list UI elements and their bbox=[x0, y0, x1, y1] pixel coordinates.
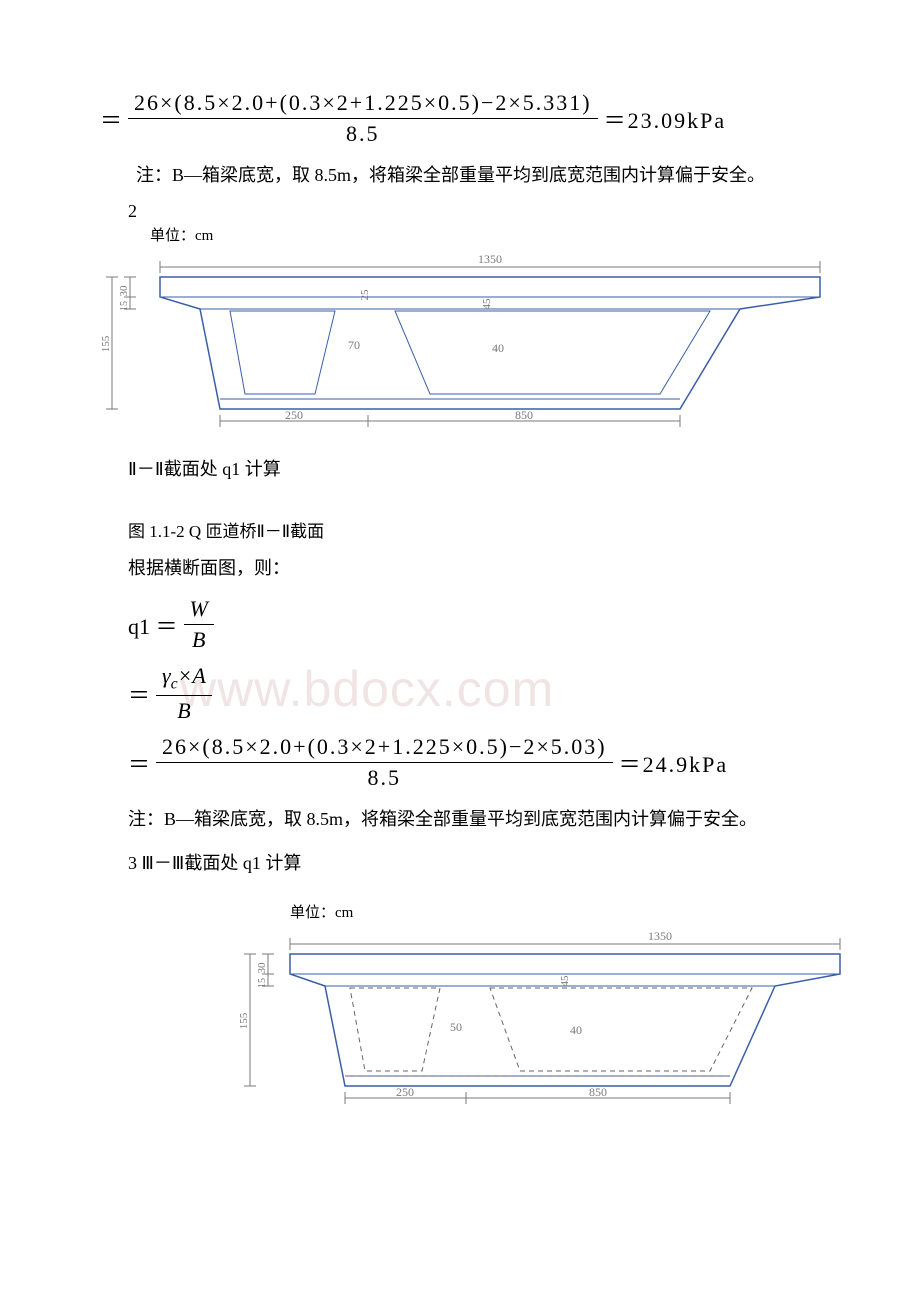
dim-h-upper2: 15 bbox=[119, 301, 130, 311]
derivation-intro: 根据横断面图，则： bbox=[128, 550, 820, 586]
eq-result: ＝23.09kPa bbox=[604, 103, 727, 135]
diagram-1: 1350 30 15 155 25 45 70 40 bbox=[100, 249, 840, 429]
den-b2: B bbox=[171, 696, 196, 724]
dim2-right-cell: 850 bbox=[589, 1085, 607, 1099]
equation-2: ＝ 26×(8.5×2.0+(0.3×2+1.225×0.5)−2×5.03) … bbox=[128, 734, 820, 791]
numerator: 26×(8.5×2.0+(0.3×2+1.225×0.5)−2×5.331) bbox=[128, 90, 598, 119]
dim-top-width: 1350 bbox=[478, 252, 502, 266]
dim-left-cell: 250 bbox=[285, 408, 303, 422]
equation-q1-def: q1 ＝ W B bbox=[128, 596, 820, 653]
dim-flange: 25 bbox=[359, 289, 371, 301]
dim2-top: 45 bbox=[559, 975, 571, 987]
den-b: B bbox=[186, 625, 211, 653]
eq-prefix-3: ＝ bbox=[128, 747, 150, 779]
fraction-2: 26×(8.5×2.0+(0.3×2+1.225×0.5)−2×5.03) 8.… bbox=[156, 734, 613, 791]
cross-section-svg-1: 1350 30 15 155 25 45 70 40 bbox=[100, 249, 840, 429]
unit-label-1: 单位：cm bbox=[150, 224, 820, 245]
dim-web-right: 40 bbox=[492, 341, 504, 355]
dim2-h-total: 155 bbox=[240, 1013, 250, 1030]
fraction: 26×(8.5×2.0+(0.3×2+1.225×0.5)−2×5.331) 8… bbox=[128, 90, 598, 147]
note-1: 注：B—箱梁底宽，取 8.5m，将箱梁全部重量平均到底宽范围内计算偏于安全。 bbox=[100, 157, 820, 193]
dim2-web-left: 50 bbox=[450, 1020, 462, 1034]
dim-h-total: 155 bbox=[100, 335, 112, 352]
q1-lhs: q1 ＝ bbox=[128, 609, 178, 641]
dim2-h-upper2: 15 bbox=[257, 978, 268, 988]
dim-h-upper: 30 bbox=[118, 285, 130, 297]
eq-prefix-2: ＝ bbox=[128, 678, 150, 710]
dim-right-cell: 850 bbox=[515, 408, 533, 422]
dim2-h-upper: 30 bbox=[256, 962, 268, 974]
dim2-top-width: 1350 bbox=[648, 929, 672, 943]
fraction-wb: W B bbox=[184, 596, 214, 653]
equation-q1-step2: ＝ γc×A B bbox=[128, 663, 820, 724]
dim-web-left: 70 bbox=[348, 338, 360, 352]
denominator: 8.5 bbox=[340, 119, 386, 147]
numerator-2: 26×(8.5×2.0+(0.3×2+1.225×0.5)−2×5.03) bbox=[156, 734, 613, 763]
num-gamma: γc×A bbox=[156, 663, 212, 696]
diagram-2: 1350 30 15 155 45 50 40 bbox=[240, 926, 860, 1106]
fraction-gamma: γc×A B bbox=[156, 663, 212, 724]
dim-top: 45 bbox=[481, 298, 493, 310]
section-3-title: 3 Ⅲ－Ⅲ截面处 q1 计算 bbox=[128, 845, 820, 881]
equation-1: ＝ 26×(8.5×2.0+(0.3×2+1.225×0.5)−2×5.331)… bbox=[100, 90, 820, 147]
denominator-2: 8.5 bbox=[362, 763, 408, 791]
num-w: W bbox=[184, 596, 214, 625]
note-2: 注：B—箱梁底宽，取 8.5m，将箱梁全部重量平均到底宽范围内计算偏于安全。 bbox=[128, 801, 820, 837]
section-2-title: Ⅱ－Ⅱ截面处 q1 计算 bbox=[128, 451, 820, 487]
section-2-number: 2 bbox=[128, 201, 820, 222]
cross-section-svg-2: 1350 30 15 155 45 50 40 bbox=[240, 926, 860, 1106]
eq-result-2: ＝24.9kPa bbox=[619, 747, 729, 779]
eq-prefix: ＝ bbox=[100, 103, 122, 135]
dim2-left-cell: 250 bbox=[396, 1085, 414, 1099]
unit-label-2: 单位：cm bbox=[290, 901, 820, 922]
dim2-web-right: 40 bbox=[570, 1023, 582, 1037]
diagram-1-caption: 图 1.1-2 Q 匝道桥Ⅱ－Ⅱ截面 bbox=[128, 517, 820, 542]
